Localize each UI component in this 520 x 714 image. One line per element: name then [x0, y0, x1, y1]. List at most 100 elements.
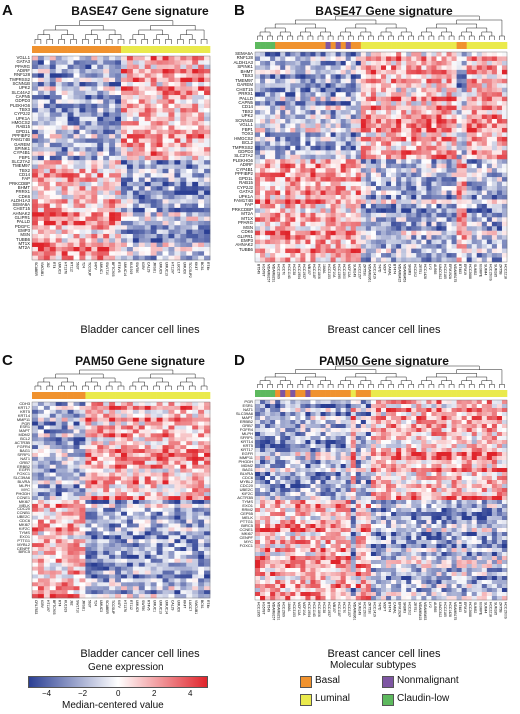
subtype-cell — [150, 392, 157, 399]
subtype-cell — [431, 42, 437, 49]
gene-label: ESR1 — [242, 404, 253, 408]
column-label: HCC1500 — [342, 264, 346, 279]
column-label: 184A1 — [322, 264, 326, 274]
panel-letter-c: C — [2, 352, 13, 369]
gene-label: TUBB6 — [238, 247, 253, 252]
heatmap-cells-c — [32, 402, 211, 599]
gene-label: NAT1 — [20, 456, 30, 461]
column-label: UACC812 — [438, 264, 442, 279]
column-label: HCC1806 — [317, 264, 321, 279]
subtype-cell — [61, 392, 68, 399]
gene-label: BIRC5 — [18, 550, 30, 555]
gene-label: MKI67 — [241, 532, 253, 536]
column-label: MDAMB231 — [272, 264, 276, 282]
subtype-cell — [386, 42, 392, 49]
gene-label: RNF128 — [236, 56, 253, 61]
subtype-cell — [97, 46, 104, 53]
column-label: MDAMB453 — [403, 264, 407, 282]
gene-label: FOXC1 — [16, 472, 30, 477]
column-label: UMUC9 — [159, 262, 163, 274]
subtype-cell — [381, 390, 387, 397]
panel-title-a: BASE47 Gene signature — [71, 4, 209, 18]
subtype-cell — [126, 392, 134, 399]
gene-label: ALDH1A3 — [10, 198, 30, 203]
subtype-cell — [451, 390, 457, 397]
column-label: 647V — [117, 600, 121, 609]
subtype-cell — [280, 390, 286, 397]
column-label: AU565 — [433, 264, 437, 274]
column-label: JMSU1 — [153, 262, 157, 273]
column-label: RT4 — [52, 262, 56, 268]
column-label: LUCC7 — [176, 262, 180, 273]
gene-label: GAREM — [14, 142, 30, 147]
subtype-cell — [461, 42, 467, 49]
subtype-cell — [481, 390, 488, 397]
subtype-cell — [156, 46, 163, 53]
subtype-cell — [138, 46, 146, 53]
subtype-cell — [381, 42, 387, 49]
heatmap-frame — [31, 55, 211, 261]
subtype-cell — [275, 42, 281, 49]
gene-label: TOX3 — [241, 132, 253, 137]
gene-label: TBX2 — [19, 168, 30, 173]
panel-title-c: PAM50 Gene signature — [75, 354, 205, 368]
column-label: RT4V6 — [147, 600, 151, 611]
gene-label: MSN — [243, 225, 253, 230]
column-label: TCCSUP — [87, 262, 91, 277]
subtype-cell — [290, 390, 296, 397]
gene-label: FBP1 — [242, 127, 253, 132]
column-label: 600MPE — [478, 264, 482, 278]
heatmap-frame — [254, 51, 508, 263]
gene-label: MKI67 — [18, 499, 30, 504]
column-label: JMSU1 — [81, 600, 85, 611]
column-label: HS578T — [262, 264, 266, 276]
subtype-cell — [32, 392, 39, 399]
subtype-cell — [285, 42, 291, 49]
subtype-cell — [174, 46, 181, 53]
subtype-cell — [79, 46, 86, 53]
gene-label: FGFR4 — [17, 444, 30, 449]
gene-label: TBX3 — [19, 107, 30, 112]
subtype-cell — [471, 390, 478, 397]
gene-label: GLIPR1 — [14, 216, 30, 221]
column-label: SUM149 — [352, 264, 356, 277]
subtype-cell — [350, 390, 357, 397]
gene-label: TMPRSS2 — [232, 145, 253, 150]
column-label: HCC1143 — [287, 264, 291, 279]
gene-label: EMP3 — [18, 229, 30, 234]
column-label: TCCSUP2 — [188, 262, 192, 278]
subtype-cell — [260, 42, 266, 49]
gene-label: UPK1A — [15, 116, 30, 121]
column-label: HCC1395 — [257, 602, 261, 617]
subtype-cell — [426, 42, 432, 49]
column-label: MDAMB157 — [272, 602, 276, 620]
column-label: UMUC13 — [165, 262, 169, 276]
column-label: CAMA1 — [393, 602, 397, 614]
subtype-cell — [168, 392, 175, 399]
column-label: MDAMB415 — [418, 602, 422, 620]
gene-label: CHST15 — [13, 207, 30, 212]
gene-label: RNF128 — [13, 73, 30, 78]
gene-label: ERBB2 — [17, 464, 30, 469]
gene-label: SPINK1 — [237, 65, 253, 70]
column-label: MDAMB157 — [267, 264, 271, 282]
gene-label: SLC39A6 — [13, 476, 30, 481]
column-label: T47D — [377, 602, 381, 611]
gene-label: GPD1L — [238, 176, 253, 181]
gene-label: MAPT — [241, 416, 253, 420]
column-label: UMUC6 — [176, 600, 180, 612]
subtype-cell — [85, 46, 92, 53]
gene-labels-d: PGR ESR1 NAT1 SLC39A6 MAPT ERBB2 GRB7 FGFR4 MLPH… — [225, 400, 253, 548]
column-label: CAL29 — [170, 600, 174, 610]
subtype-cell — [79, 392, 86, 399]
subtype-cell — [391, 42, 397, 49]
gene-label: PPFIBP2 — [12, 133, 30, 138]
colorbar — [28, 676, 208, 688]
subtype-cell — [335, 390, 341, 397]
subtype-cell — [168, 46, 175, 53]
gene-label: SPINK1 — [14, 146, 30, 151]
subtype-cell — [138, 392, 146, 399]
subtype-cell — [204, 392, 211, 399]
column-label: HS578T — [262, 602, 266, 614]
